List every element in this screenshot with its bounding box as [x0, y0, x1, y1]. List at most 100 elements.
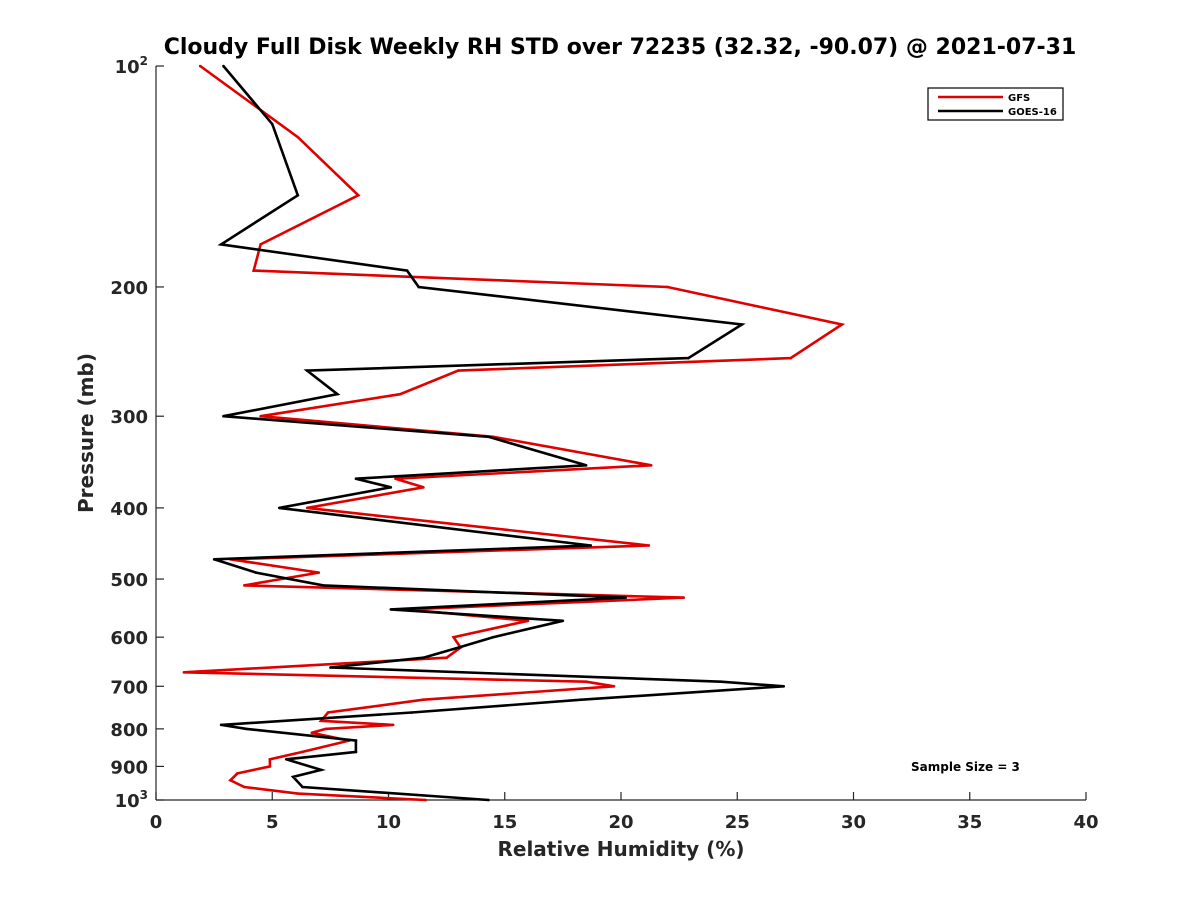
data-point-goes16 — [354, 477, 358, 481]
x-tick-label: 15 — [492, 812, 517, 833]
y-tick-label: 400 — [110, 499, 148, 520]
data-point-gfs — [452, 635, 455, 639]
data-point-gfs — [682, 596, 686, 599]
y-tick-label: 300 — [110, 407, 148, 428]
chart-title: Cloudy Full Disk Weekly RH STD over 7223… — [164, 35, 1077, 60]
data-point-goes16 — [222, 64, 225, 68]
y-tick-label: 500 — [110, 570, 148, 591]
data-point-gfs — [319, 719, 323, 723]
data-point-goes16 — [589, 544, 593, 547]
data-point-goes16 — [284, 757, 288, 761]
data-point-goes16 — [219, 723, 223, 727]
data-point-gfs — [268, 765, 272, 768]
data-point-goes16 — [291, 775, 295, 779]
data-point-goes16 — [487, 798, 490, 802]
data-point-goes16 — [329, 666, 332, 669]
data-point-gfs — [305, 506, 309, 510]
y-tick-label: 800 — [110, 720, 148, 741]
data-point-goes16 — [354, 750, 358, 754]
y-tick-label: 700 — [110, 677, 148, 698]
legend: GFS GOES-16 — [927, 87, 1064, 121]
data-point-goes16 — [782, 685, 786, 688]
y-axis-label: Pressure (mb) — [74, 353, 98, 513]
data-point-goes16 — [719, 680, 723, 684]
data-point-gfs — [259, 243, 262, 246]
data-point-gfs — [317, 571, 321, 574]
series-layer — [182, 64, 846, 802]
data-point-gfs — [236, 772, 239, 775]
x-axis-label: Relative Humidity (%) — [497, 837, 744, 861]
data-point-gfs — [259, 414, 262, 418]
data-point-gfs — [456, 369, 460, 372]
data-point-goes16 — [687, 356, 690, 360]
data-point-goes16 — [624, 596, 627, 599]
y-tick-label: 200 — [110, 278, 148, 299]
data-point-gfs — [584, 680, 588, 684]
legend-box — [927, 87, 1064, 121]
legend-label-goes16: GOES-16 — [1008, 107, 1057, 118]
series-line-goes16 — [213, 65, 784, 802]
data-point-goes16 — [254, 571, 258, 574]
data-point-gfs — [301, 750, 304, 754]
data-point-goes16 — [305, 369, 309, 372]
data-point-gfs — [394, 477, 397, 481]
data-point-goes16 — [301, 785, 304, 789]
data-point-goes16 — [219, 243, 223, 246]
data-point-gfs — [324, 727, 328, 731]
data-point-goes16 — [354, 739, 358, 742]
x-tick-label: 35 — [957, 812, 982, 833]
data-point-goes16 — [410, 711, 414, 714]
y-tick-label: 600 — [110, 628, 148, 649]
data-point-gfs — [229, 778, 232, 782]
legend-label-gfs: GFS — [1008, 93, 1030, 104]
y-tick-label: 900 — [110, 757, 148, 778]
x-tick-label: 5 — [266, 812, 279, 833]
data-point-goes16 — [277, 506, 281, 510]
data-point-gfs — [391, 723, 395, 727]
data-point-gfs — [326, 711, 330, 714]
data-point-gfs — [424, 798, 428, 802]
x-tick-label: 25 — [725, 812, 750, 833]
data-point-goes16 — [417, 285, 421, 289]
data-point-goes16 — [322, 584, 325, 587]
data-point-goes16 — [389, 486, 393, 489]
data-point-gfs — [268, 757, 272, 761]
x-tick-label: 30 — [841, 812, 866, 833]
data-point-gfs — [356, 193, 360, 197]
data-point-gfs — [612, 685, 616, 688]
data-point-gfs — [243, 785, 246, 789]
data-point-gfs — [398, 392, 402, 396]
y-tick-label: 103 — [115, 788, 148, 812]
data-point-goes16 — [740, 323, 744, 326]
data-point-goes16 — [487, 435, 490, 439]
data-point-goes16 — [456, 646, 460, 649]
data-point-goes16 — [245, 727, 248, 731]
data-point-gfs — [789, 356, 793, 360]
data-point-gfs — [649, 464, 653, 467]
data-point-goes16 — [222, 414, 225, 418]
y-tick-label: 102 — [115, 54, 148, 78]
data-point-goes16 — [422, 656, 425, 660]
sample-size-annotation: Sample Size = 3 — [911, 760, 1020, 774]
data-point-gfs — [526, 619, 530, 623]
data-point-goes16 — [584, 464, 588, 467]
x-tick-label: 0 — [150, 812, 163, 833]
data-point-goes16 — [389, 608, 393, 611]
data-point-goes16 — [580, 698, 583, 701]
data-point-gfs — [647, 544, 651, 547]
x-ticks: 0 5 10 15 20 25 30 35 40 — [150, 792, 1099, 833]
data-point-gfs — [198, 64, 202, 68]
x-tick-label: 40 — [1073, 812, 1098, 833]
data-point-gfs — [243, 584, 246, 587]
data-point-goes16 — [270, 122, 274, 126]
data-point-goes16 — [491, 635, 495, 639]
data-point-goes16 — [561, 619, 565, 623]
x-tick-label: 10 — [376, 812, 401, 833]
data-point-gfs — [422, 486, 425, 489]
data-point-gfs — [182, 671, 186, 674]
data-point-goes16 — [212, 558, 216, 561]
data-point-gfs — [840, 323, 844, 326]
data-point-gfs — [296, 135, 300, 139]
